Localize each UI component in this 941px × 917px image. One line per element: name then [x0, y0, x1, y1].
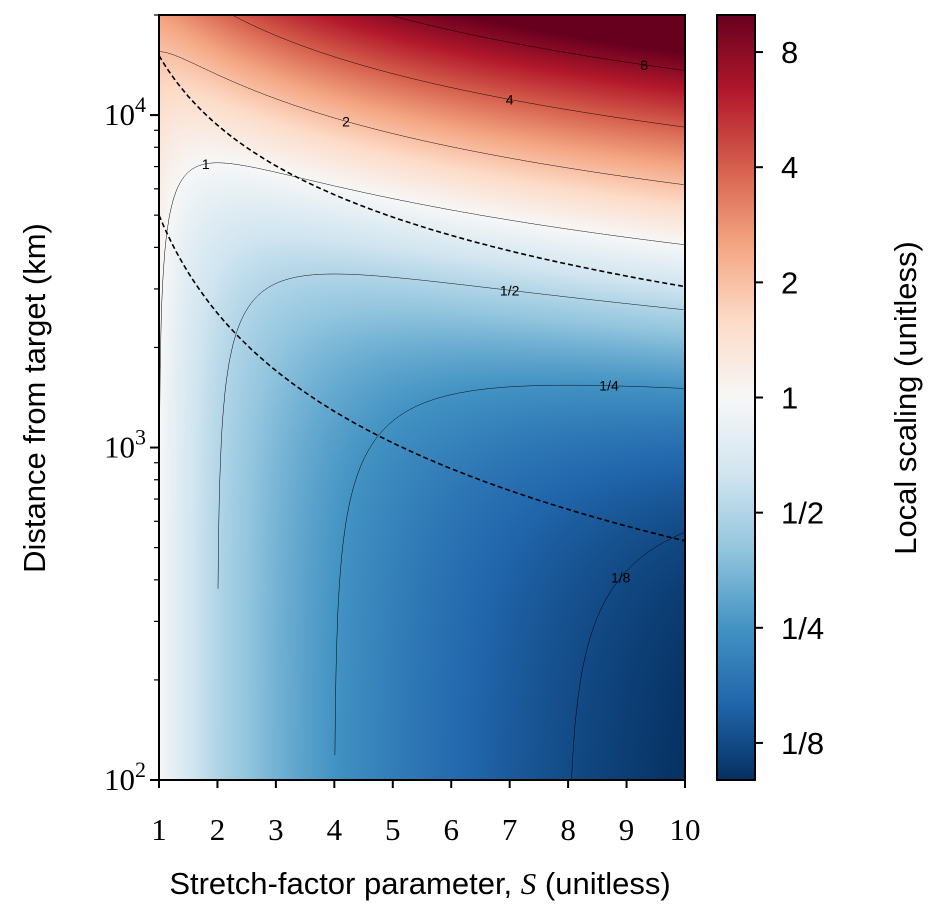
x-tick-label: 9 — [619, 812, 635, 847]
x-tick-label: 5 — [385, 812, 401, 847]
contour-line-4 — [159, 51, 685, 186]
colorbar-label: Local scaling (unitless) — [888, 241, 923, 555]
x-tick-label: 3 — [268, 812, 284, 847]
y-axis-label: Distance from target (km) — [17, 223, 52, 573]
contour-lines: 1/8 1/4 1/2 1 2 4 8 — [159, 15, 685, 780]
x-axis-label: Stretch-factor parameter, S (unitless) — [169, 866, 670, 901]
y-tick-label: 104 — [104, 92, 146, 132]
contour-line-3 — [159, 162, 685, 423]
contour-label: 8 — [640, 57, 648, 73]
x-tick-label: 2 — [210, 812, 226, 847]
x-axis: 1 2 3 4 5 6 7 8 9 10 — [151, 780, 701, 847]
x-tick-label: 8 — [560, 812, 576, 847]
x-tick-label: 6 — [443, 812, 459, 847]
colorbar-tick-label: 1 — [781, 381, 798, 416]
colorbar — [716, 14, 756, 781]
colorbar-tick-label: 8 — [781, 35, 798, 70]
y-axis: 102 103 104 — [104, 14, 159, 797]
contour-line-5 — [231, 15, 685, 128]
x-tick-label: 1 — [151, 812, 167, 847]
dashed-curve-upper-boundary — [158, 55, 686, 288]
x-tick-label: 4 — [327, 812, 343, 847]
dashed-curve-lower-boundary — [158, 214, 686, 542]
contour-label: 1 — [202, 156, 210, 172]
plot-frame — [158, 14, 686, 781]
y-tick-label: 103 — [104, 425, 146, 465]
colorbar-ticks: 8 4 2 1 1/2 1/4 1/8 — [755, 35, 824, 761]
contour-line-6 — [388, 15, 685, 71]
colorbar-tick-label: 1/4 — [781, 611, 824, 646]
colorbar-tick-label: 1/2 — [781, 496, 824, 531]
contour-line-2 — [217, 273, 685, 589]
contour-line-1 — [334, 384, 685, 756]
x-tick-label: 7 — [502, 812, 518, 847]
contour-label: 2 — [342, 113, 350, 129]
contour-label: 1/8 — [611, 570, 631, 586]
colorbar-tick-label: 1/8 — [781, 726, 824, 761]
dashed-curves — [158, 55, 686, 542]
contour-line-0 — [571, 531, 685, 780]
heatmap-field — [159, 15, 685, 780]
contour-label: 1/2 — [500, 282, 520, 298]
contour-label: 4 — [506, 91, 514, 107]
x-tick-label: 10 — [670, 812, 701, 847]
colorbar-tick-label: 2 — [781, 265, 798, 300]
colorbar-tick-label: 4 — [781, 150, 798, 185]
y-tick-label: 102 — [104, 757, 146, 797]
contour-label: 1/4 — [599, 378, 619, 394]
